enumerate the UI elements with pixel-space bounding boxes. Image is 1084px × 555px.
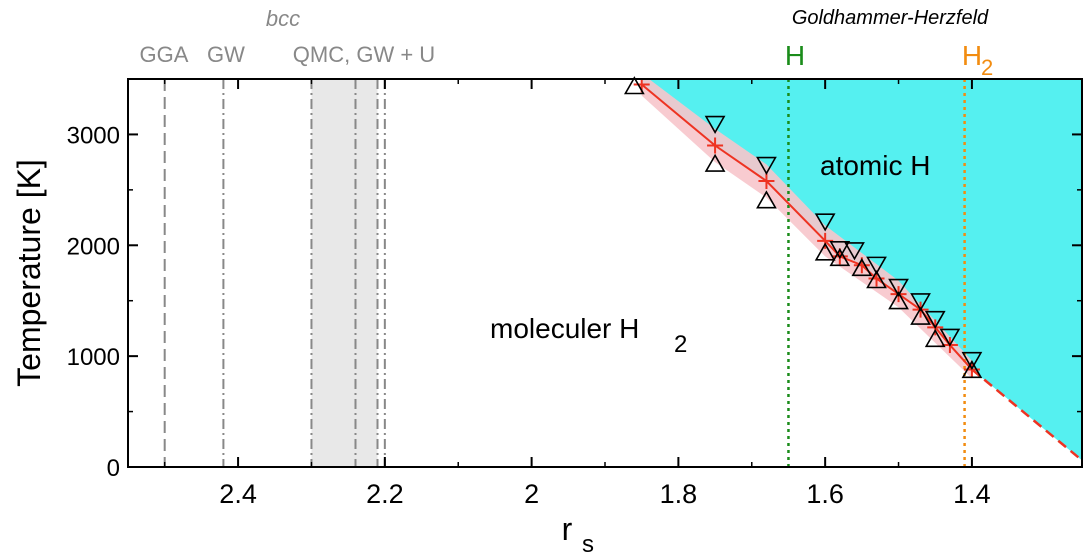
down-triangle-marker (829, 241, 851, 260)
bcc-band (311, 79, 378, 467)
y-tick-label: 0 (107, 455, 120, 482)
overlay-layer (623, 76, 983, 379)
x-axis-label-subscript: s (582, 531, 594, 555)
x-tick-label: 2.4 (219, 479, 257, 509)
up-triangle-marker (829, 247, 851, 267)
down-triangle-marker (961, 351, 983, 371)
down-triangle-marker (704, 115, 726, 134)
down-triangle-marker (866, 256, 887, 275)
down-triangle-marker (814, 213, 836, 232)
down-triangle-marker (924, 310, 946, 330)
molecular-region-label-subscript: 2 (674, 331, 687, 358)
bcc-label: bcc (266, 6, 300, 31)
up-triangle-marker (704, 153, 726, 172)
up-triangle-marker (961, 359, 983, 379)
up-triangle-marker (623, 76, 645, 95)
y-axis-label: Temperature [K] (11, 159, 47, 387)
x-axis-label: r (562, 511, 573, 547)
down-triangle-marker (888, 278, 909, 297)
ref-label-gga: GGA (140, 42, 189, 67)
down-triangle-marker (910, 293, 931, 312)
up-triangle-marker (888, 291, 909, 310)
y-tick-label: 1000 (67, 344, 120, 371)
transition-point (758, 172, 775, 189)
extrapolation-line (971, 368, 1082, 462)
uncertainty-band (641, 79, 972, 379)
ref-label-gw: GW (207, 42, 245, 67)
ref-label-qmc-gw-u: QMC, GW + U (293, 42, 435, 67)
down-triangle-marker (939, 328, 961, 347)
up-triangle-marker (924, 328, 946, 348)
x-tick-label: 1.4 (953, 479, 991, 509)
molecular-region-label: moleculer H (490, 313, 639, 344)
goldhammer-herzfeld-title: Goldhammer-Herzfeld (792, 7, 989, 29)
x-tick-label: 1.8 (660, 479, 698, 509)
axes: 2.4 2.2 2 1.8 1.6 1.4 0 1000 2000 3000 (67, 78, 1083, 509)
up-triangle-marker (851, 257, 873, 277)
up-triangle-marker (866, 270, 887, 289)
gh-h2-label: H (962, 40, 982, 71)
down-triangle-marker (844, 242, 865, 261)
x-tick-label: 1.6 (806, 479, 844, 509)
y-tick-label: 3000 (67, 122, 120, 149)
labels: r s Temperature [K] atomic H moleculer H… (11, 6, 993, 555)
plot-area (163, 79, 1082, 467)
up-triangle-marker (910, 306, 931, 325)
x-tick-label: 2 (524, 479, 539, 509)
y-tick-label: 2000 (67, 233, 120, 260)
up-triangle-marker (814, 242, 836, 261)
up-triangle-marker (756, 190, 777, 209)
x-tick-label: 2.2 (366, 479, 404, 509)
down-triangle-marker (756, 156, 777, 175)
transition-point (817, 232, 834, 249)
transition-point (707, 137, 724, 154)
gh-h2-label-subscript: 2 (981, 55, 993, 80)
atomic-region-label: atomic H (820, 150, 930, 181)
gh-h-label: H (785, 40, 805, 71)
